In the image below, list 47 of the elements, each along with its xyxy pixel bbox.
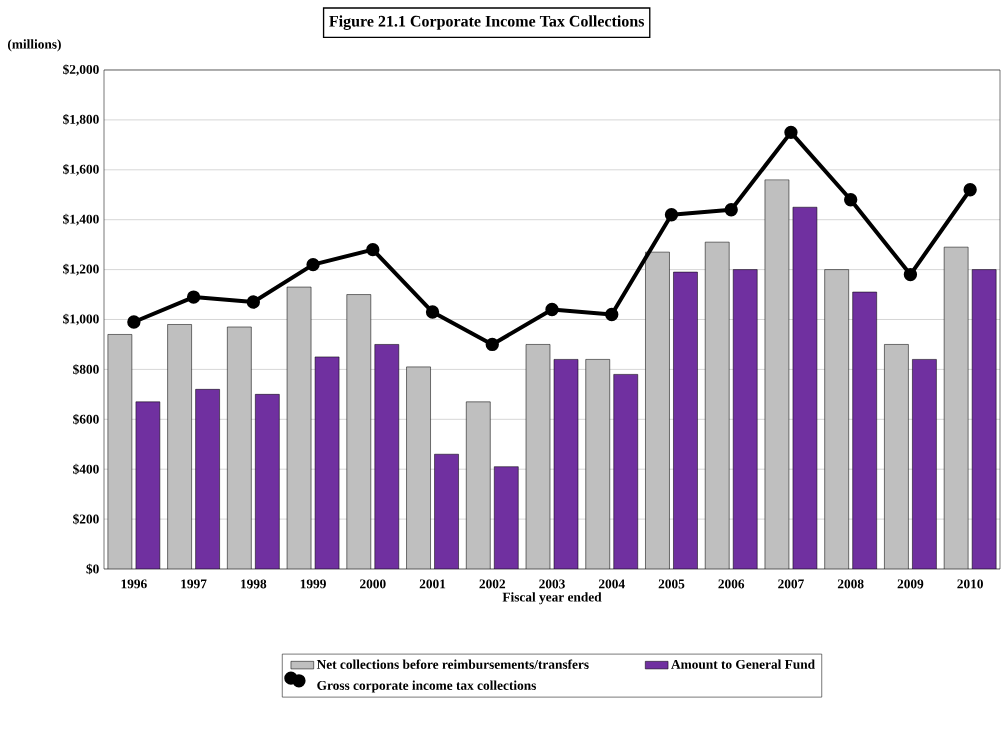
point	[127, 315, 141, 329]
y-tick-label: $1,800	[63, 114, 99, 126]
x-tick-label: 2009	[897, 579, 924, 589]
y-tick-label: $1,200	[63, 263, 99, 276]
y-tick-label: $400	[73, 463, 99, 475]
point	[724, 203, 738, 217]
x-tick-label: 2005	[658, 579, 685, 589]
chart-title: Figure 21.1 Corporate Income Tax Collections	[329, 15, 645, 30]
point	[545, 302, 559, 317]
y-tick-label: $800	[73, 364, 99, 375]
point	[664, 208, 679, 222]
x-tick-label: 2003	[539, 579, 565, 589]
point	[903, 267, 918, 282]
point	[306, 257, 320, 272]
x-tick-label: 1998	[241, 579, 267, 589]
x-axis-title: Fiscal year ended	[502, 592, 602, 605]
y-tick-label: $1,400	[63, 213, 99, 226]
y-tick-label: $200	[73, 513, 99, 525]
point	[246, 295, 261, 309]
y-tick-label: $600	[73, 413, 99, 425]
y-tick-label: $0	[86, 563, 99, 575]
x-tick-label: 1996	[121, 579, 147, 589]
point	[425, 305, 440, 319]
point	[366, 242, 380, 257]
legend-label: Net collections before reimbursements/transfers	[316, 659, 589, 669]
x-tick-label: 2002	[479, 579, 506, 589]
y-tick-label: $2,000	[63, 64, 99, 76]
x-tick-label: 2000	[360, 579, 386, 589]
point	[485, 337, 499, 352]
x-tick-label: 2008	[837, 579, 864, 589]
point	[605, 307, 619, 322]
point	[844, 193, 858, 207]
x-tick-label: 2010	[957, 579, 983, 589]
point	[784, 125, 798, 140]
point	[186, 290, 201, 304]
text: (millions)	[7, 39, 61, 52]
y-tick-label: $1,000	[63, 313, 99, 326]
x-tick-label: 2001	[419, 579, 446, 589]
x-tick-label: 2004	[598, 579, 625, 589]
x-tick-label: 1997	[181, 579, 207, 589]
x-tick-label: 2007	[778, 579, 804, 589]
x-tick-label: 2006	[718, 579, 745, 589]
y-tick-label: $1,600	[63, 163, 99, 176]
point	[963, 183, 977, 197]
x-tick-label: 1999	[300, 579, 326, 589]
legend-label: Gross corporate income tax collections	[317, 680, 537, 693]
legend-label: Amount to General Fund	[671, 659, 815, 669]
